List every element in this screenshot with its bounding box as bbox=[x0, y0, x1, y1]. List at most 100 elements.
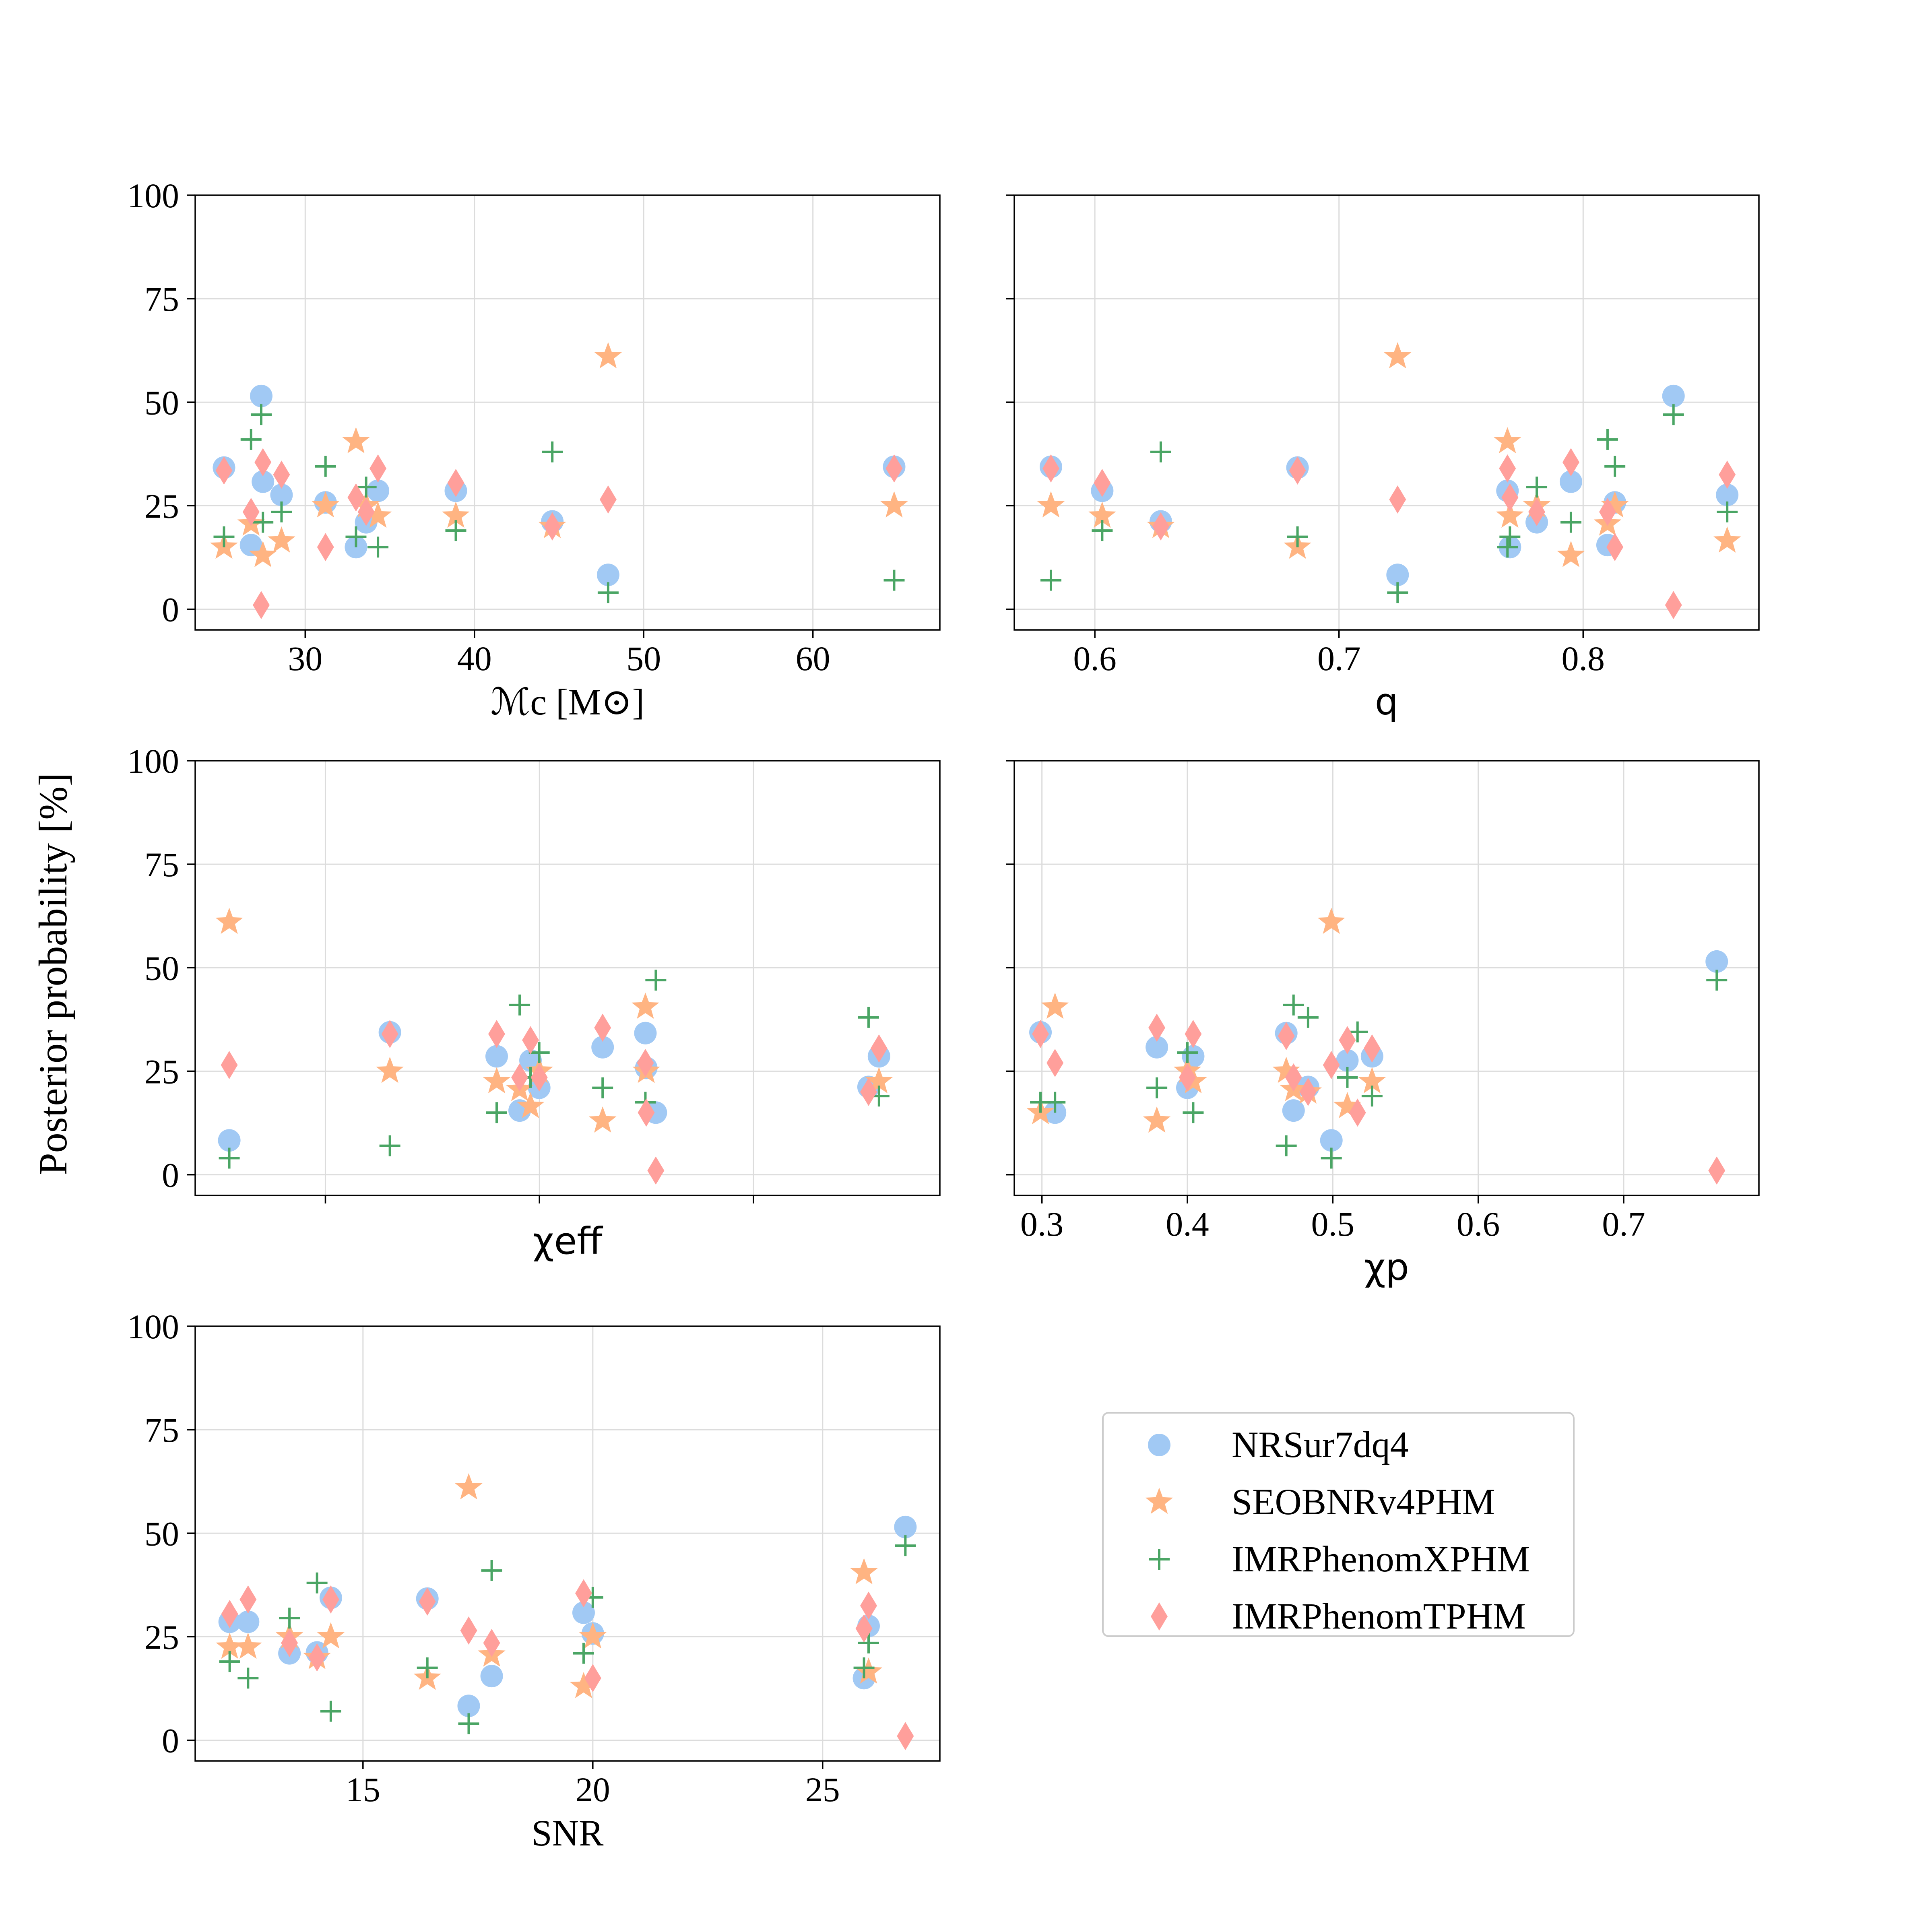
series-circle bbox=[1039, 384, 1739, 586]
data-point-diamond bbox=[1499, 454, 1516, 483]
data-point-plus bbox=[355, 477, 377, 498]
data-point-plus bbox=[237, 1668, 259, 1689]
data-point-diamond bbox=[221, 1600, 238, 1628]
legend-label: IMRPhenomXPHM bbox=[1232, 1538, 1530, 1579]
data-point-plus bbox=[345, 526, 367, 547]
data-point-plus bbox=[509, 994, 530, 1016]
x-tick-label: 0.3 bbox=[1020, 1205, 1064, 1243]
data-point-diamond bbox=[1032, 1020, 1049, 1048]
data-point-plus bbox=[306, 1572, 328, 1593]
data-point-diamond bbox=[347, 483, 365, 512]
data-point-plus bbox=[1044, 1092, 1066, 1113]
data-point-plus bbox=[1150, 441, 1171, 462]
data-point-plus bbox=[1497, 537, 1518, 558]
data-point-diamond bbox=[1349, 1098, 1366, 1127]
data-point-circle bbox=[1386, 564, 1409, 586]
x-tick-label: 0.4 bbox=[1166, 1205, 1209, 1243]
data-point-star bbox=[1272, 1057, 1300, 1083]
data-point-diamond bbox=[1042, 454, 1059, 483]
series-diamond bbox=[221, 1579, 914, 1750]
data-point-diamond bbox=[1278, 1022, 1295, 1050]
data-point-plus bbox=[481, 1560, 502, 1581]
data-point-diamond bbox=[1528, 497, 1546, 526]
x-axis-label: SNR bbox=[532, 1812, 604, 1854]
x-tick-label: 20 bbox=[576, 1770, 610, 1809]
legend-item: NRSur7dq4 bbox=[1148, 1424, 1409, 1465]
data-point-diamond bbox=[1708, 1156, 1726, 1185]
y-tick-label: 0 bbox=[162, 590, 179, 629]
data-point-diamond bbox=[1606, 533, 1624, 561]
panel-q: 0.6 0.7 0.8 q bbox=[1006, 194, 1760, 723]
data-point-diamond bbox=[1094, 469, 1111, 497]
y-tick-label: 0 bbox=[162, 1156, 179, 1195]
data-point-diamond bbox=[1299, 1077, 1317, 1106]
data-point-diamond bbox=[281, 1629, 298, 1657]
data-point-circle bbox=[597, 564, 619, 586]
data-point-plus bbox=[1040, 570, 1061, 591]
data-point-diamond bbox=[1501, 483, 1519, 512]
data-point-star bbox=[312, 491, 339, 518]
data-point-diamond bbox=[381, 1020, 398, 1048]
data-point-diamond bbox=[308, 1643, 326, 1672]
data-point-diamond bbox=[483, 1629, 500, 1657]
panel-chieff: 0 25 50 75 100 χeff bbox=[127, 742, 941, 1263]
data-point-diamond bbox=[215, 456, 233, 485]
data-point-plus bbox=[315, 456, 336, 477]
data-point-diamond bbox=[1389, 485, 1406, 514]
data-point-star bbox=[865, 1067, 893, 1094]
data-point-plus bbox=[528, 1042, 550, 1063]
data-point-diamond bbox=[317, 533, 334, 561]
data-point-plus bbox=[367, 537, 389, 558]
data-point-plus bbox=[1337, 1067, 1358, 1088]
data-point-plus bbox=[858, 1007, 879, 1028]
axes-frame bbox=[1013, 760, 1760, 1196]
data-point-star bbox=[216, 1633, 244, 1659]
data-point-diamond bbox=[1562, 448, 1579, 477]
data-point-star bbox=[342, 427, 370, 454]
data-point-star bbox=[579, 1622, 607, 1649]
y-tick-label: 25 bbox=[144, 1052, 179, 1091]
y-tick-label: 75 bbox=[144, 280, 179, 318]
data-point-diamond bbox=[1339, 1026, 1356, 1055]
x-axis-label: q bbox=[1375, 680, 1398, 723]
data-point-diamond bbox=[530, 1063, 548, 1092]
x-tick-label: 30 bbox=[288, 639, 322, 678]
legend-label: IMRPhenomTPHM bbox=[1232, 1596, 1526, 1637]
legend-item: IMRPhenomTPHM bbox=[1151, 1596, 1526, 1637]
data-point-plus bbox=[1706, 970, 1728, 991]
data-point-circle bbox=[1320, 1129, 1343, 1152]
series-plus bbox=[213, 404, 905, 603]
data-point-plus bbox=[279, 1608, 300, 1629]
data-point-circle bbox=[1336, 1049, 1359, 1072]
data-point-circle bbox=[1662, 384, 1685, 407]
data-point-diamond bbox=[1185, 1020, 1202, 1048]
data-point-diamond bbox=[239, 1585, 257, 1614]
panel-mc: 30 40 50 60 0 25 50 75 100 ℳc [M⊙] bbox=[127, 176, 941, 722]
x-axis-label: ℳc [M⊙] bbox=[491, 681, 644, 722]
data-point-diamond bbox=[1599, 497, 1616, 526]
data-point-plus bbox=[1276, 1135, 1297, 1156]
legend-label: NRSur7dq4 bbox=[1232, 1424, 1409, 1465]
data-point-circle bbox=[252, 470, 275, 493]
y-tick-label: 50 bbox=[144, 1514, 179, 1553]
series-star bbox=[1026, 908, 1386, 1133]
series-circle bbox=[218, 1515, 917, 1717]
data-point-star bbox=[364, 502, 392, 528]
data-point-plus bbox=[1092, 520, 1113, 541]
series-plus bbox=[219, 970, 890, 1169]
data-point-diamond bbox=[242, 497, 260, 526]
x-tick-label: 0.6 bbox=[1073, 639, 1117, 678]
data-point-plus bbox=[1321, 1148, 1342, 1169]
x-tick-label: 60 bbox=[796, 639, 830, 678]
x-tick-label: 0.5 bbox=[1311, 1205, 1355, 1243]
data-point-plus bbox=[458, 1713, 479, 1734]
data-point-star bbox=[1496, 502, 1524, 528]
x-tick-label: 25 bbox=[805, 1770, 840, 1809]
x-tick-label: 15 bbox=[346, 1770, 380, 1809]
data-point-diamond bbox=[1148, 1013, 1166, 1042]
data-point-star bbox=[516, 1092, 545, 1118]
data-point-plus bbox=[379, 1135, 400, 1156]
data-point-star bbox=[589, 1106, 617, 1133]
legend-marker-circle bbox=[1148, 1434, 1170, 1456]
